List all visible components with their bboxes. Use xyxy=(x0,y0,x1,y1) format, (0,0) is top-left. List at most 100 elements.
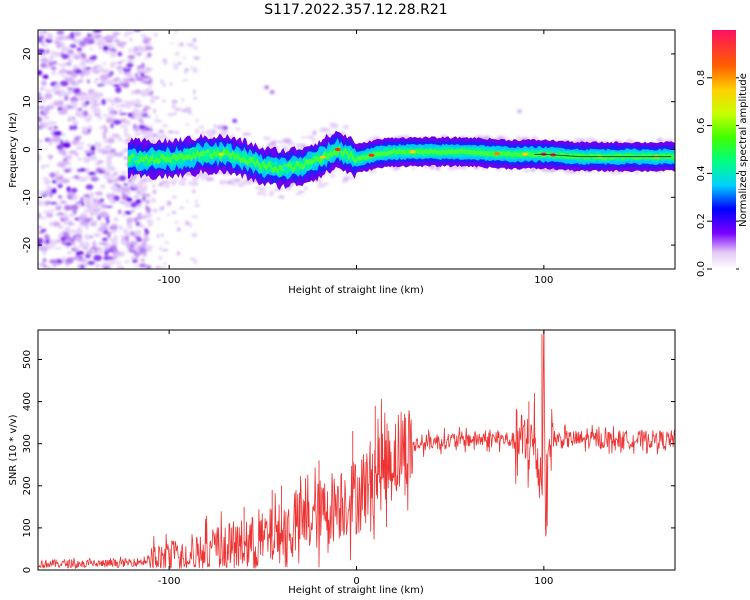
spectrogram-cell xyxy=(61,178,70,184)
colorbar-tick-label: 0.6 xyxy=(696,118,707,134)
spectrogram-cell xyxy=(102,133,107,140)
spectrogram-cell xyxy=(172,178,178,183)
spectrogram-cell xyxy=(162,58,168,61)
spectrogram-cell xyxy=(71,100,78,106)
spectrogram-cell xyxy=(158,255,163,260)
spectrogram-cell xyxy=(106,218,110,224)
spectrogram-cell xyxy=(104,266,109,269)
spectrogram-cell xyxy=(54,247,62,250)
spectrogram-cell xyxy=(139,119,144,124)
spectrogram-cell xyxy=(92,209,101,212)
spectrogram-cell xyxy=(134,217,138,223)
spectrogram-cell xyxy=(186,43,190,47)
spectrogram-cell xyxy=(120,239,127,244)
spectrogram-cell xyxy=(46,105,54,110)
spectrogram-cell xyxy=(97,36,105,43)
spectrogram-cell xyxy=(329,174,336,178)
spectrogram-cell xyxy=(57,71,67,75)
snr-y-tick-label: 300 xyxy=(22,434,33,453)
spectrogram-cell xyxy=(230,178,236,181)
spectrogram-cell xyxy=(142,77,151,82)
spectrogram-cell xyxy=(126,119,131,126)
spectrogram-cell xyxy=(60,42,65,49)
spectrogram-cell xyxy=(48,139,54,143)
spectrogram-cell xyxy=(171,41,174,45)
spectrogram-cell xyxy=(179,206,185,210)
snr-x-tick-label: 0 xyxy=(353,576,359,587)
spectrogram-cell xyxy=(173,62,176,67)
spectrogram-cell xyxy=(93,232,102,238)
spectrogram-cell xyxy=(116,40,121,44)
spectrogram-cell xyxy=(115,261,122,265)
spectrogram-cell xyxy=(306,135,315,139)
spectrogram-cell xyxy=(90,154,96,160)
spectrogram-cell xyxy=(38,116,43,123)
spectrogram-cell xyxy=(38,237,44,244)
spectrogram-cell xyxy=(57,182,63,189)
spectrogram-cell xyxy=(56,177,63,180)
spectrogram-cell xyxy=(270,140,277,146)
spectrogram-cell xyxy=(86,79,91,84)
spectrogram-cell xyxy=(72,124,78,131)
spectrogram-cell xyxy=(98,67,105,72)
spectrogram-cell xyxy=(93,162,102,166)
spectrogram-cell xyxy=(188,181,193,186)
spectrogram-cell xyxy=(278,195,285,199)
spectrogram-cell xyxy=(92,69,101,74)
spectrogram-cell xyxy=(143,81,152,84)
spectrogram-cell xyxy=(40,63,47,69)
colorbar-tick-label: 0.4 xyxy=(696,165,707,181)
spectrogram-cell xyxy=(133,89,142,94)
spectrogram-cell xyxy=(429,164,435,170)
spectrogram-cell xyxy=(180,177,188,181)
snr-y-tick-label: 0 xyxy=(22,567,33,573)
spectrogram-cell xyxy=(42,251,47,256)
spectrogram-cell xyxy=(137,65,143,69)
spectrogram-cell xyxy=(113,195,120,202)
spectrogram-cell xyxy=(122,213,126,217)
spectrogram-cell xyxy=(52,221,61,227)
spectrogram-hot-spot xyxy=(522,152,529,156)
spectrogram-cell xyxy=(148,85,153,88)
spectrogram-cell xyxy=(40,194,48,197)
spectrogram-cell xyxy=(157,183,164,187)
spectrogram-cell xyxy=(119,112,128,116)
spectrogram-cell xyxy=(56,30,65,35)
spectrogram-cell xyxy=(110,223,118,228)
spectrogram-cell xyxy=(78,91,87,96)
colorbar-label: Normalized spectral amplitude xyxy=(738,73,749,227)
spectrogram-cell xyxy=(69,229,78,234)
spectrogram-cell xyxy=(42,108,50,114)
spectrogram-cell xyxy=(85,184,94,190)
spectrogram-cell xyxy=(56,41,62,48)
spectrogram-cell xyxy=(123,127,128,134)
spectrogram-cell xyxy=(85,224,90,231)
spectrogram-cell xyxy=(153,133,158,136)
spectrogram-cell xyxy=(133,107,139,114)
spectrogram-cell xyxy=(62,36,72,40)
spectrogram-cell xyxy=(159,79,165,84)
spectrogram-cell xyxy=(112,255,118,261)
spectrogram-cell xyxy=(38,143,41,146)
spectrogram-cell xyxy=(158,134,167,139)
spectrogram-cell xyxy=(257,186,265,191)
spectrogram-cell xyxy=(60,200,67,205)
spectrogram-cell xyxy=(57,233,61,238)
spectrogram-cell xyxy=(45,238,51,245)
spectrogram-cell xyxy=(200,172,209,178)
spectrogram-cell xyxy=(153,32,158,38)
spectrogram-cell xyxy=(113,251,122,256)
spectrogram-cell xyxy=(115,86,122,94)
spectrogram-cell xyxy=(668,139,672,143)
spectrogram-cell xyxy=(74,235,83,242)
spectrogram-cell xyxy=(50,125,55,131)
spectrogram-cell xyxy=(116,65,123,71)
spectrogram-cell xyxy=(46,212,54,218)
spectrogram-cell xyxy=(191,215,198,218)
spectrogram-cell xyxy=(58,111,68,115)
spectrogram-cell xyxy=(112,84,121,87)
spectrogram-cell xyxy=(186,110,193,113)
spectrogram-cell xyxy=(117,104,126,107)
